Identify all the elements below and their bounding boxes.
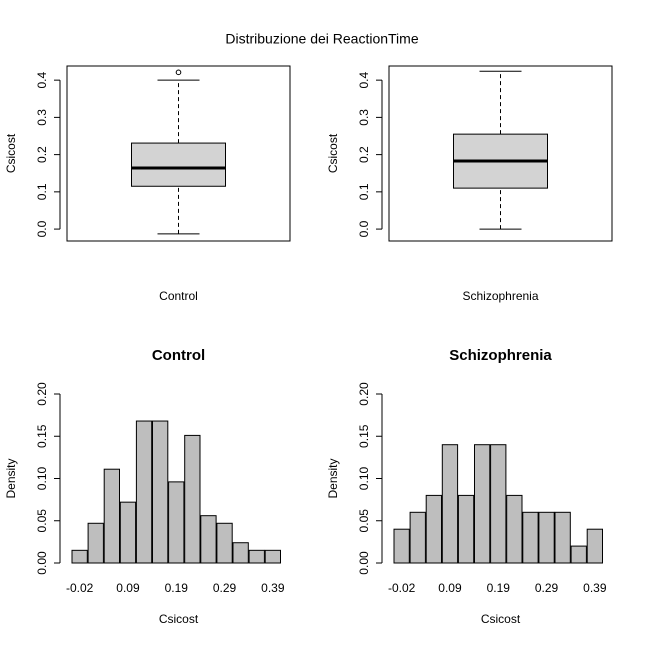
y-tick-label: 0.10	[357, 466, 371, 490]
y-tick-label: 0.00	[35, 551, 49, 575]
y-axis-label: Density	[326, 458, 340, 498]
bar	[152, 420, 169, 564]
y-axis-label: Csicost	[4, 133, 18, 173]
bar	[87, 522, 104, 564]
x-tick-label: 0.19	[165, 581, 189, 595]
bar	[506, 494, 523, 564]
bar	[71, 549, 88, 564]
x-tick-label: -0.02	[388, 581, 416, 595]
bar	[393, 528, 410, 564]
y-tick-label: 0.15	[35, 424, 49, 448]
bar	[232, 542, 249, 564]
bar	[200, 515, 217, 564]
y-tick-label: 0.3	[35, 109, 49, 126]
bar	[457, 494, 475, 564]
bar	[425, 494, 443, 564]
bar	[248, 549, 265, 564]
x-tick-label: 0.39	[261, 581, 285, 595]
bar	[474, 444, 491, 564]
bar	[538, 511, 555, 564]
y-tick-label: 0.20	[35, 382, 49, 406]
x-tick-label: 0.09	[438, 581, 462, 595]
y-tick-label: 0.2	[35, 146, 49, 163]
y-tick-label: 0.3	[357, 109, 371, 126]
x-axis-label: Control	[159, 289, 198, 303]
chart-title: Control	[152, 347, 205, 364]
y-tick-label: 0.10	[35, 466, 49, 490]
y-tick-label: 0.2	[357, 146, 371, 163]
bar	[554, 511, 571, 564]
x-axis-label: Csicost	[159, 612, 199, 626]
y-tick-label: 0.05	[35, 509, 49, 533]
figure-title: Distribuzione dei ReactionTime	[225, 31, 418, 47]
bar	[490, 444, 507, 564]
x-tick-label: 0.09	[116, 581, 140, 595]
box	[131, 142, 226, 187]
outlier	[175, 69, 182, 76]
x-axis-label: Schizophrenia	[462, 289, 538, 303]
y-tick-label: 0.1	[35, 183, 49, 200]
y-tick-label: 0.05	[357, 509, 371, 533]
bar	[264, 549, 282, 564]
y-tick-label: 0.20	[357, 382, 371, 406]
bar	[168, 481, 185, 564]
y-tick-label: 0.4	[357, 71, 371, 88]
x-tick-label: -0.02	[66, 581, 94, 595]
y-axis-label: Density	[4, 458, 18, 498]
y-tick-label: 0.1	[357, 183, 371, 200]
bar	[103, 468, 120, 564]
bar	[135, 420, 153, 564]
bar	[119, 501, 137, 564]
plot-frame	[388, 65, 613, 242]
x-tick-label: 0.39	[583, 581, 607, 595]
bar	[522, 511, 539, 564]
y-tick-label: 0.15	[357, 424, 371, 448]
bar	[441, 444, 459, 564]
bar	[570, 545, 587, 564]
x-tick-label: 0.29	[535, 581, 559, 595]
x-tick-label: 0.29	[213, 581, 237, 595]
y-tick-label: 0.0	[35, 220, 49, 237]
y-axis-label: Csicost	[326, 133, 340, 173]
bar	[586, 528, 604, 564]
bar	[216, 522, 233, 564]
y-tick-label: 0.00	[357, 551, 371, 575]
bar	[184, 434, 201, 564]
bar	[409, 511, 426, 564]
chart-title: Schizophrenia	[449, 347, 552, 364]
y-tick-label: 0.0	[357, 220, 371, 237]
y-tick-label: 0.4	[35, 71, 49, 88]
x-tick-label: 0.19	[487, 581, 511, 595]
plot-frame	[66, 65, 291, 242]
x-axis-label: Csicost	[481, 612, 521, 626]
